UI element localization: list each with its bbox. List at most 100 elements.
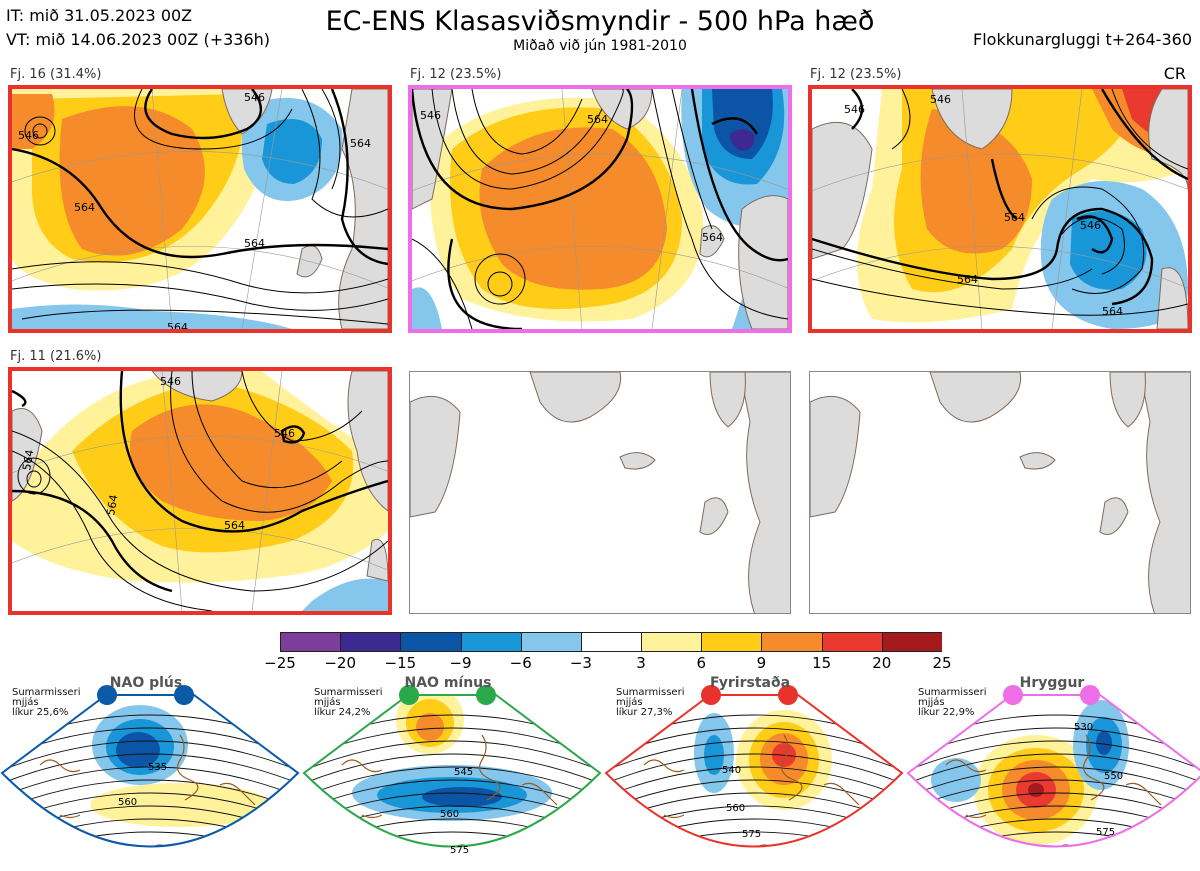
land-europe <box>1139 372 1190 613</box>
regime-note-line: líkur 27,3% <box>616 707 673 718</box>
regime-note: Sumarmisseri mjjás líkur 22,9% <box>918 688 1008 718</box>
height-contour <box>304 831 600 847</box>
land-southeast <box>366 538 388 582</box>
regime-note-line: Sumarmisseri <box>616 687 685 698</box>
colorbar-tick-label: 6 <box>696 654 707 672</box>
regime-note-line: mjjás <box>616 697 643 708</box>
regime-note-line: líkur 25,6% <box>12 707 69 718</box>
page-subtitle: Miðað við jún 1981-2010 <box>513 38 687 54</box>
land-north-america <box>812 121 873 260</box>
regime-contour-label: 560 <box>118 797 137 808</box>
regime-marker-dot <box>1080 685 1100 705</box>
regime-map: 535 560 <box>0 694 300 848</box>
colorbar-tick-label: −15 <box>384 654 417 672</box>
regime-marker-dot <box>778 685 798 705</box>
page-title: EC-ENS Klasasviðsmyndir - 500 hPa hæð <box>325 6 875 37</box>
panel-2-contour-label: 564 <box>702 231 723 244</box>
land-north-america <box>810 395 861 518</box>
panel-3-label: Fj. 12 (23.5%) <box>810 67 902 82</box>
regime-note: Sumarmisseri mjjás líkur 25,6% <box>12 688 102 718</box>
anomaly-purple <box>730 129 755 151</box>
regime-contour-label: 575 <box>1096 827 1115 838</box>
panel-3-contour-label: 546 <box>844 103 865 116</box>
land-scandinavia <box>1109 372 1146 428</box>
regime-map: 530 550 575 <box>906 694 1200 848</box>
panel-4-contour-label: 564 <box>20 449 36 472</box>
colorbar-bin <box>701 632 762 652</box>
panel-2-contour-label: 564 <box>587 113 608 126</box>
colorbar-bin <box>400 632 461 652</box>
anomaly-blob <box>1028 783 1044 797</box>
regime-name: NAO plús <box>109 675 183 691</box>
initial-time: IT: mið 31.05.2023 00Z <box>6 6 193 25</box>
regime-panel: 535 560 NAO plús Sumarmisseri mjjás líkur 25,… <box>0 675 300 871</box>
regime-marker-dot <box>476 685 496 705</box>
regime-note-line: líkur 24,2% <box>314 707 371 718</box>
panel-4-contour-label: 546 <box>274 427 295 440</box>
panel-3-contour-label: 546 <box>1080 219 1101 232</box>
anomaly-blue <box>1070 211 1147 290</box>
panel-1-contour-label: 564 <box>244 237 265 250</box>
panel-4-contour-label: 564 <box>224 519 245 532</box>
land-north-america <box>412 89 453 210</box>
panel-4-contour-label: 564 <box>104 494 120 517</box>
anomaly-dark-blue <box>712 89 773 159</box>
colorbar-bin <box>280 632 341 652</box>
height-contour <box>908 779 1200 811</box>
panel-3-contour-label: 564 <box>1004 211 1025 224</box>
height-contour <box>304 753 600 785</box>
anomaly-orange <box>59 106 205 256</box>
regime-name: Fyrirstaða <box>709 675 791 691</box>
land-britain <box>1099 497 1129 535</box>
anomaly-blue <box>262 119 322 184</box>
colorbar-tick-label: −20 <box>324 654 356 672</box>
regime-marker-dot <box>97 685 117 705</box>
regime-outline <box>604 694 904 848</box>
colorbar-tick-label: −6 <box>509 654 532 672</box>
land-greenland <box>929 372 1022 423</box>
colorbar-tick-label: −9 <box>449 654 472 672</box>
height-contour <box>908 740 1200 772</box>
regime-marker-dot <box>701 685 721 705</box>
anomaly-bottom-blue <box>12 304 292 329</box>
anomaly-bottom-blue <box>412 287 442 329</box>
colorbar-bin <box>520 632 581 652</box>
regime-contour-label: 535 <box>148 762 167 773</box>
regime-panel: 530 550 575 Hryggur Sumarmisseri mjjás líkur 2… <box>906 675 1200 871</box>
height-contour <box>908 766 1200 798</box>
panel-4-contour-label: 546 <box>160 375 181 388</box>
valid-time: VT: mið 14.06.2023 00Z (+336h) <box>6 30 271 49</box>
regime-map: 545 560 575 <box>302 694 602 856</box>
height-contour <box>606 753 902 785</box>
colorbar-bin <box>881 632 942 652</box>
regime-outline <box>906 694 1200 848</box>
land-greenland <box>529 372 622 423</box>
regime-contour-label: 540 <box>722 765 741 776</box>
colorbar-bin <box>340 632 401 652</box>
colorbar-bin <box>641 632 702 652</box>
height-contour <box>908 753 1200 785</box>
colorbar-bin <box>821 632 882 652</box>
panel-1-label: Fj. 16 (31.4%) <box>10 67 102 82</box>
regime-note-line: mjjás <box>918 697 945 708</box>
panel-1-contour-label: 546 <box>244 91 265 104</box>
land-north-america <box>12 408 43 502</box>
height-contour <box>304 740 600 772</box>
anomaly-blob <box>422 787 502 807</box>
anomaly-blob <box>1096 731 1112 755</box>
anomaly-orange <box>479 127 667 290</box>
regime-outline <box>0 694 300 848</box>
panel-2-label: Fj. 12 (23.5%) <box>410 67 502 82</box>
height-contour <box>304 779 600 811</box>
cluster-map-1: 564 564 564 546 546 564 <box>8 85 392 333</box>
anomaly-orange-2 <box>12 94 55 149</box>
regime-contour-label: 560 <box>440 809 459 820</box>
anomaly-orange <box>920 109 1032 254</box>
land-europe <box>1148 89 1188 190</box>
colorbar-tick-label: −25 <box>264 654 296 672</box>
panel-4-label: Fj. 11 (21.6%) <box>10 349 102 364</box>
height-contour <box>2 753 298 785</box>
empty-map-5 <box>409 371 791 614</box>
height-contour <box>606 740 902 772</box>
land-europe <box>738 195 788 329</box>
